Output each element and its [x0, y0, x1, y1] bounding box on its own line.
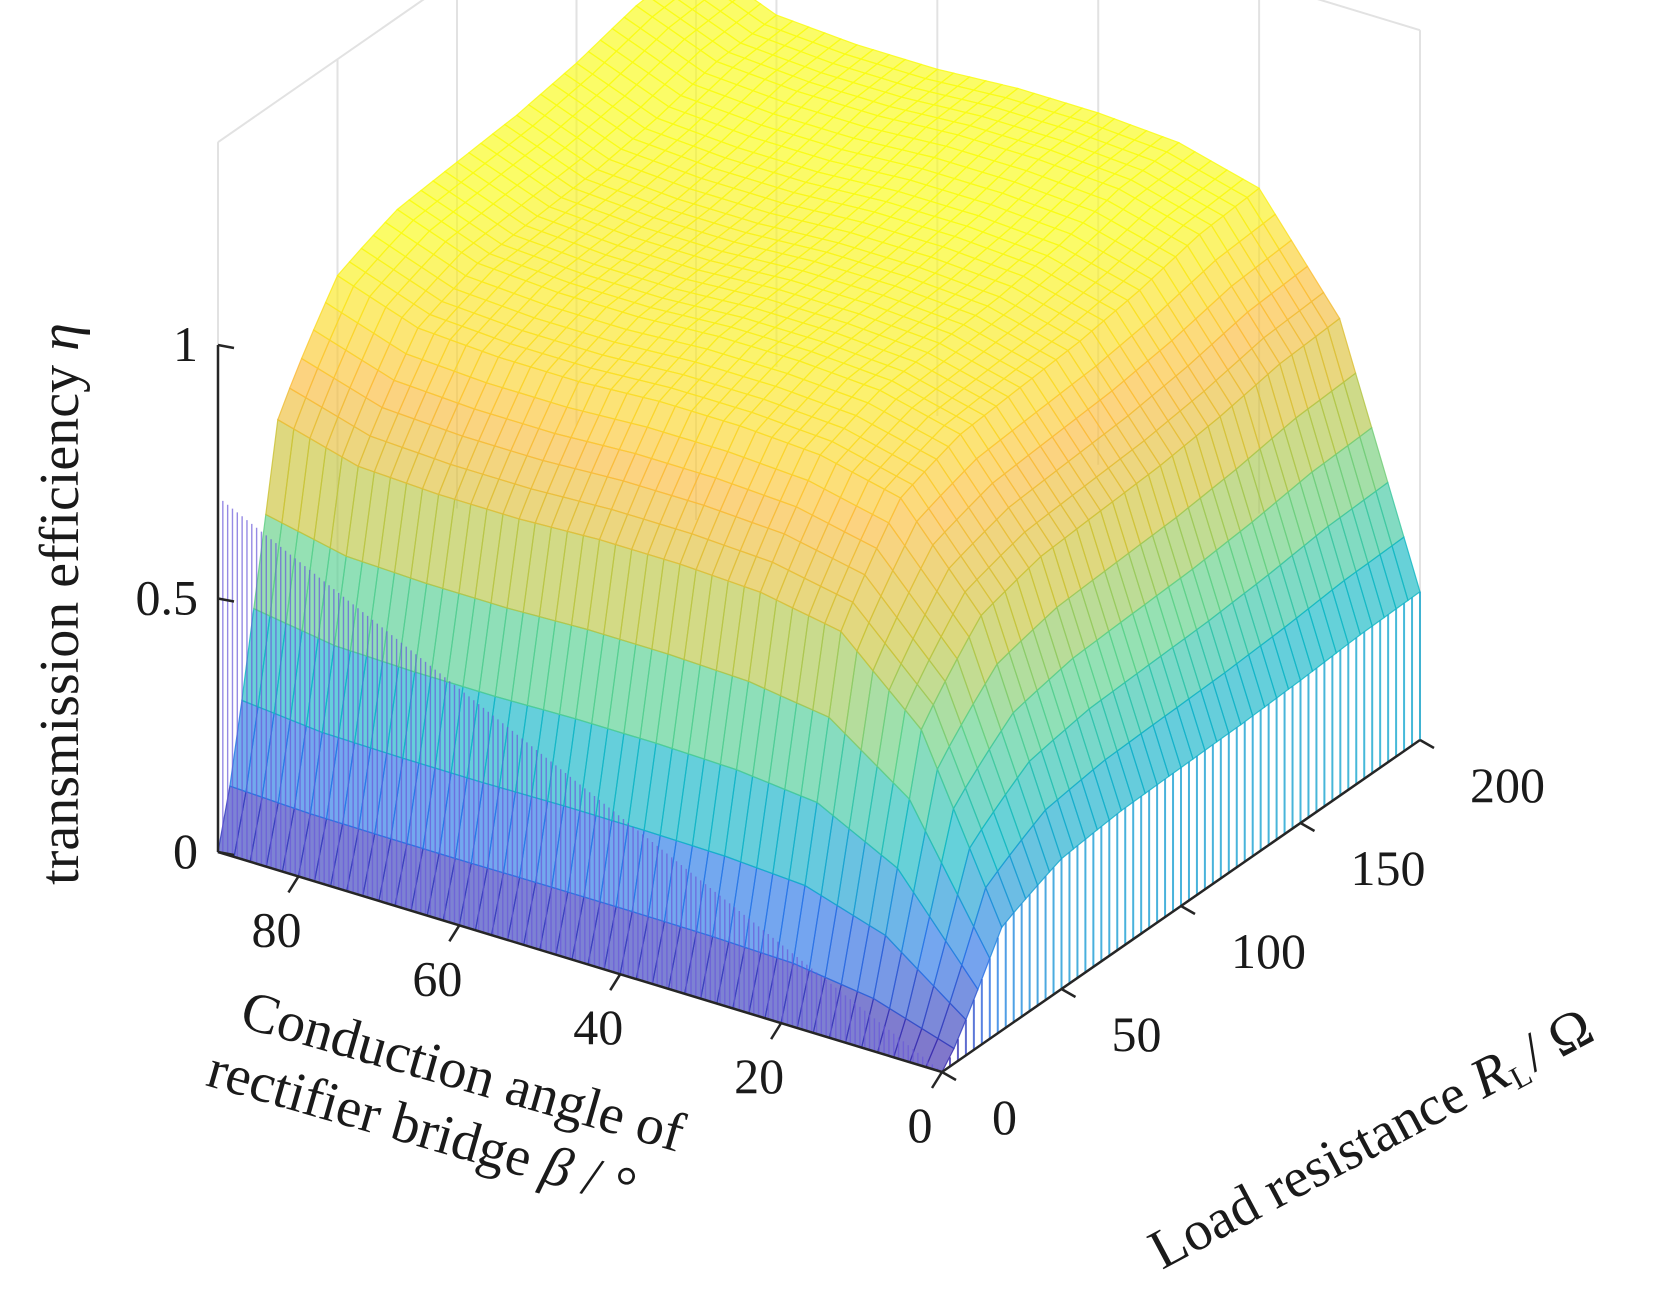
x-tick-mark: [448, 924, 461, 942]
x-tick-mark: [770, 1022, 783, 1040]
z-axis-title: transmission efficiency η: [29, 323, 91, 885]
x-tick-label: 40: [573, 999, 623, 1055]
y-tick-mark: [1419, 738, 1435, 750]
y-tick-mark: [941, 1070, 957, 1082]
y-axis-title: Load resistance RL/ Ω: [1139, 995, 1604, 1283]
z-tick-mark: [217, 343, 235, 350]
x-tick-mark: [609, 973, 622, 991]
grid-line: [217, 0, 425, 144]
y-tick-mark: [1060, 987, 1077, 999]
z-tick-label: 1: [173, 316, 198, 372]
x-tick-label: 20: [734, 1048, 784, 1104]
surface-patch: [1391, 536, 1421, 602]
x-tick-label: 0: [908, 1097, 933, 1153]
z-tick-mark: [217, 597, 235, 603]
x-tick-label: 80: [251, 901, 301, 957]
y-tick-mark: [1299, 821, 1316, 833]
tick-labels: 0 0.5 1 0 20 40 60 80 0 50 100 150 200: [136, 316, 1546, 1153]
y-tick-label: 200: [1470, 757, 1545, 813]
surface-plot: [217, 0, 1421, 1073]
z-tick-mark: [217, 850, 235, 857]
y-tick-label: 50: [1112, 1006, 1162, 1062]
z-tick-label: 0: [173, 823, 198, 879]
y-tick-label: 0: [992, 1089, 1017, 1145]
y-tick-label: 150: [1351, 840, 1426, 896]
y-tick-mark: [1180, 904, 1196, 916]
x-tick-label: 60: [412, 950, 462, 1006]
x-tick-mark: [287, 875, 300, 894]
x-tick-mark: [930, 1071, 944, 1089]
x-axis-line: [217, 850, 943, 1074]
z-tick-label: 0.5: [136, 570, 199, 626]
y-tick-label: 100: [1231, 923, 1306, 979]
axis-lines: [216, 343, 1435, 1089]
